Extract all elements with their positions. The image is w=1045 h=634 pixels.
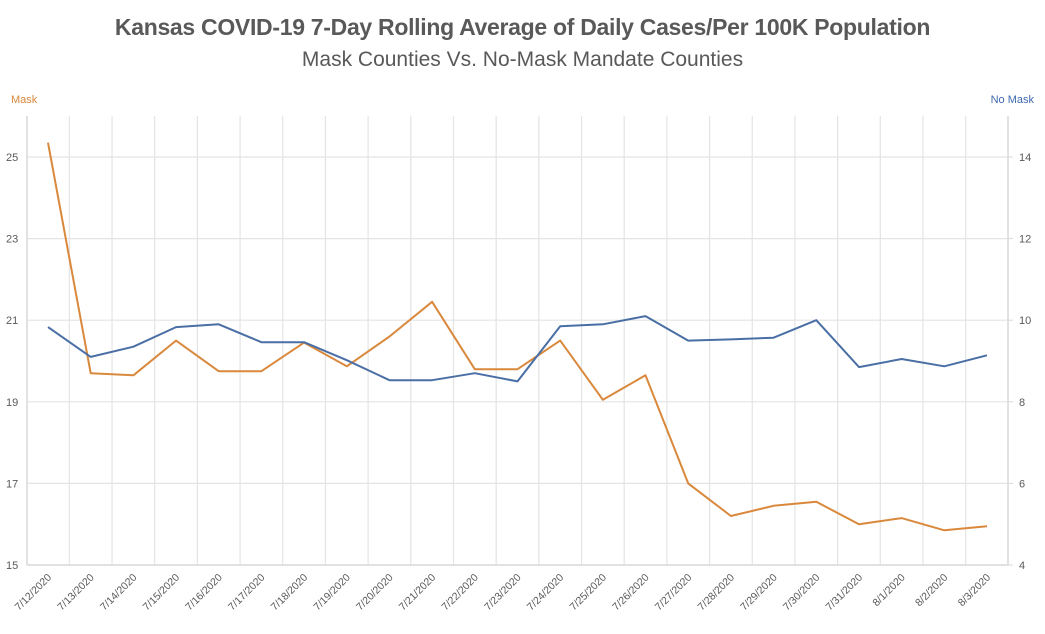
right-tick-label: 4	[1019, 560, 1025, 572]
x-tick-label: 7/29/2020	[738, 572, 780, 614]
left-tick-label: 19	[6, 397, 18, 409]
x-tick-label: 7/25/2020	[567, 572, 609, 614]
x-tick-label: 8/2/2020	[913, 572, 950, 609]
x-tick-label: 8/1/2020	[870, 572, 907, 609]
x-tick-label: 7/27/2020	[653, 572, 695, 614]
chart-title: Kansas COVID-19 7-Day Rolling Average of…	[114, 14, 931, 40]
x-tick-label: 7/17/2020	[226, 572, 268, 614]
right-tick-label: 12	[1019, 234, 1031, 246]
x-tick-label: 7/19/2020	[311, 572, 353, 614]
x-tick-label: 7/20/2020	[354, 572, 396, 614]
x-tick-label: 7/16/2020	[183, 572, 225, 614]
left-tick-label: 17	[6, 478, 18, 490]
series-lines	[47, 142, 988, 532]
x-tick-label: 7/31/2020	[824, 572, 866, 614]
x-tick-label: 7/22/2020	[439, 572, 481, 614]
chart-subtitle: Mask Counties Vs. No-Mask Mandate Counti…	[301, 48, 744, 71]
left-tick-label: 25	[6, 152, 18, 164]
x-tick-label: 7/24/2020	[525, 572, 567, 614]
right-tick-label: 6	[1019, 478, 1025, 490]
x-tick-label: 7/13/2020	[55, 572, 97, 614]
left-axis-ticks: 15 17 19 21 23 25	[6, 152, 18, 572]
right-tick-label: 10	[1019, 315, 1031, 327]
left-axis-title: Mask	[11, 94, 38, 106]
x-tick-label: 7/30/2020	[781, 572, 823, 614]
x-tick-label: 7/21/2020	[397, 572, 439, 614]
left-tick-label: 15	[6, 560, 18, 572]
right-axis-ticks: 4 6 8 10 12 14	[1008, 152, 1031, 572]
right-axis-title: No Mask	[990, 94, 1034, 106]
x-tick-label: 7/28/2020	[696, 572, 738, 614]
x-tick-label: 7/18/2020	[269, 572, 311, 614]
gridlines	[27, 116, 1008, 566]
right-tick-label: 14	[1019, 152, 1031, 164]
x-tick-label: 7/23/2020	[482, 572, 524, 614]
x-tick-label: 7/26/2020	[610, 572, 652, 614]
right-tick-label: 8	[1019, 397, 1025, 409]
x-tick-label: 7/14/2020	[98, 572, 140, 614]
series-line-mask	[47, 142, 988, 532]
x-tick-label: 7/15/2020	[141, 572, 183, 614]
x-axis-ticks: 7/12/2020 7/13/2020 7/14/2020 7/15/2020 7/16…	[13, 572, 994, 614]
x-tick-label: 7/12/2020	[13, 572, 55, 614]
x-tick-label: 8/3/2020	[956, 572, 993, 609]
axes	[26, 116, 1009, 566]
left-tick-label: 23	[6, 234, 18, 246]
left-tick-label: 21	[6, 315, 18, 327]
